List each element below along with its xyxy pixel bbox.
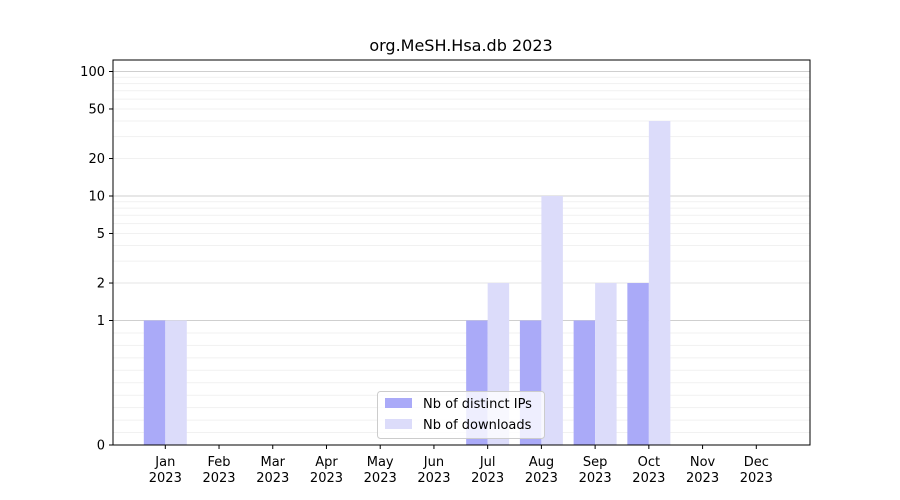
x-tick-label-month: Sep (583, 455, 608, 470)
y-tick-label: 20 (88, 152, 105, 167)
x-tick-label-month: Jul (479, 455, 496, 470)
x-tick-label-month: Mar (260, 455, 285, 470)
x-tick-label-year: 2023 (632, 471, 665, 486)
x-tick-label-year: 2023 (310, 471, 343, 486)
y-tick-label: 5 (97, 227, 105, 242)
plot-frame (112, 59, 811, 446)
x-tick-label-year: 2023 (149, 471, 182, 486)
x-tick-label-month: Nov (690, 455, 716, 470)
bars (143, 121, 671, 446)
legend-box (377, 391, 545, 439)
y-tick-label: 100 (80, 65, 105, 80)
x-tick-label-year: 2023 (364, 471, 397, 486)
x-tick-label-year: 2023 (202, 471, 235, 486)
x-tick-label-year: 2023 (525, 471, 558, 486)
bar-downloads (648, 121, 671, 446)
legend-label: Nb of distinct IPs (423, 397, 532, 412)
x-tick-label-month: Oct (638, 455, 660, 470)
x-tick-label-year: 2023 (686, 471, 719, 486)
x-tick-label-month: Apr (315, 455, 338, 470)
x-axis: Jan2023Feb2023Mar2023Apr2023May2023Jun20… (149, 445, 773, 486)
x-tick-label-month: Jan (154, 455, 175, 470)
bar-downloads (595, 283, 617, 445)
bar-distinct-ips (143, 320, 166, 445)
bar-distinct-ips (627, 283, 649, 445)
x-tick-label-month: Dec (744, 455, 769, 470)
x-tick-label-year: 2023 (256, 471, 289, 486)
x-tick-label-year: 2023 (471, 471, 504, 486)
y-tick-label: 1 (97, 314, 105, 329)
y-tick-label: 50 (88, 102, 105, 117)
y-tick-label: 10 (88, 190, 105, 205)
chart-title: org.MeSH.Hsa.db 2023 (369, 36, 552, 55)
x-tick-label-year: 2023 (417, 471, 450, 486)
x-tick-label-month: May (367, 455, 394, 470)
legend: Nb of distinct IPs Nb of downloads (377, 391, 545, 439)
x-tick-label-month: Aug (529, 455, 554, 470)
x-tick-label-month: Feb (208, 455, 231, 470)
bar-downloads (541, 196, 563, 445)
x-tick-label-year: 2023 (579, 471, 612, 486)
y-tick-label: 0 (97, 439, 105, 454)
x-tick-label-year: 2023 (740, 471, 773, 486)
legend-swatch (385, 419, 412, 429)
legend-swatch (385, 398, 412, 408)
legend-label: Nb of downloads (423, 418, 532, 433)
x-tick-label-month: Jun (423, 455, 444, 470)
grid-lines (113, 71, 810, 434)
y-tick-label: 2 (97, 277, 105, 292)
y-axis: 0 1 2 5 10 20 50 100 (80, 65, 113, 454)
bar-downloads (165, 320, 187, 445)
bar-distinct-ips (573, 320, 596, 445)
